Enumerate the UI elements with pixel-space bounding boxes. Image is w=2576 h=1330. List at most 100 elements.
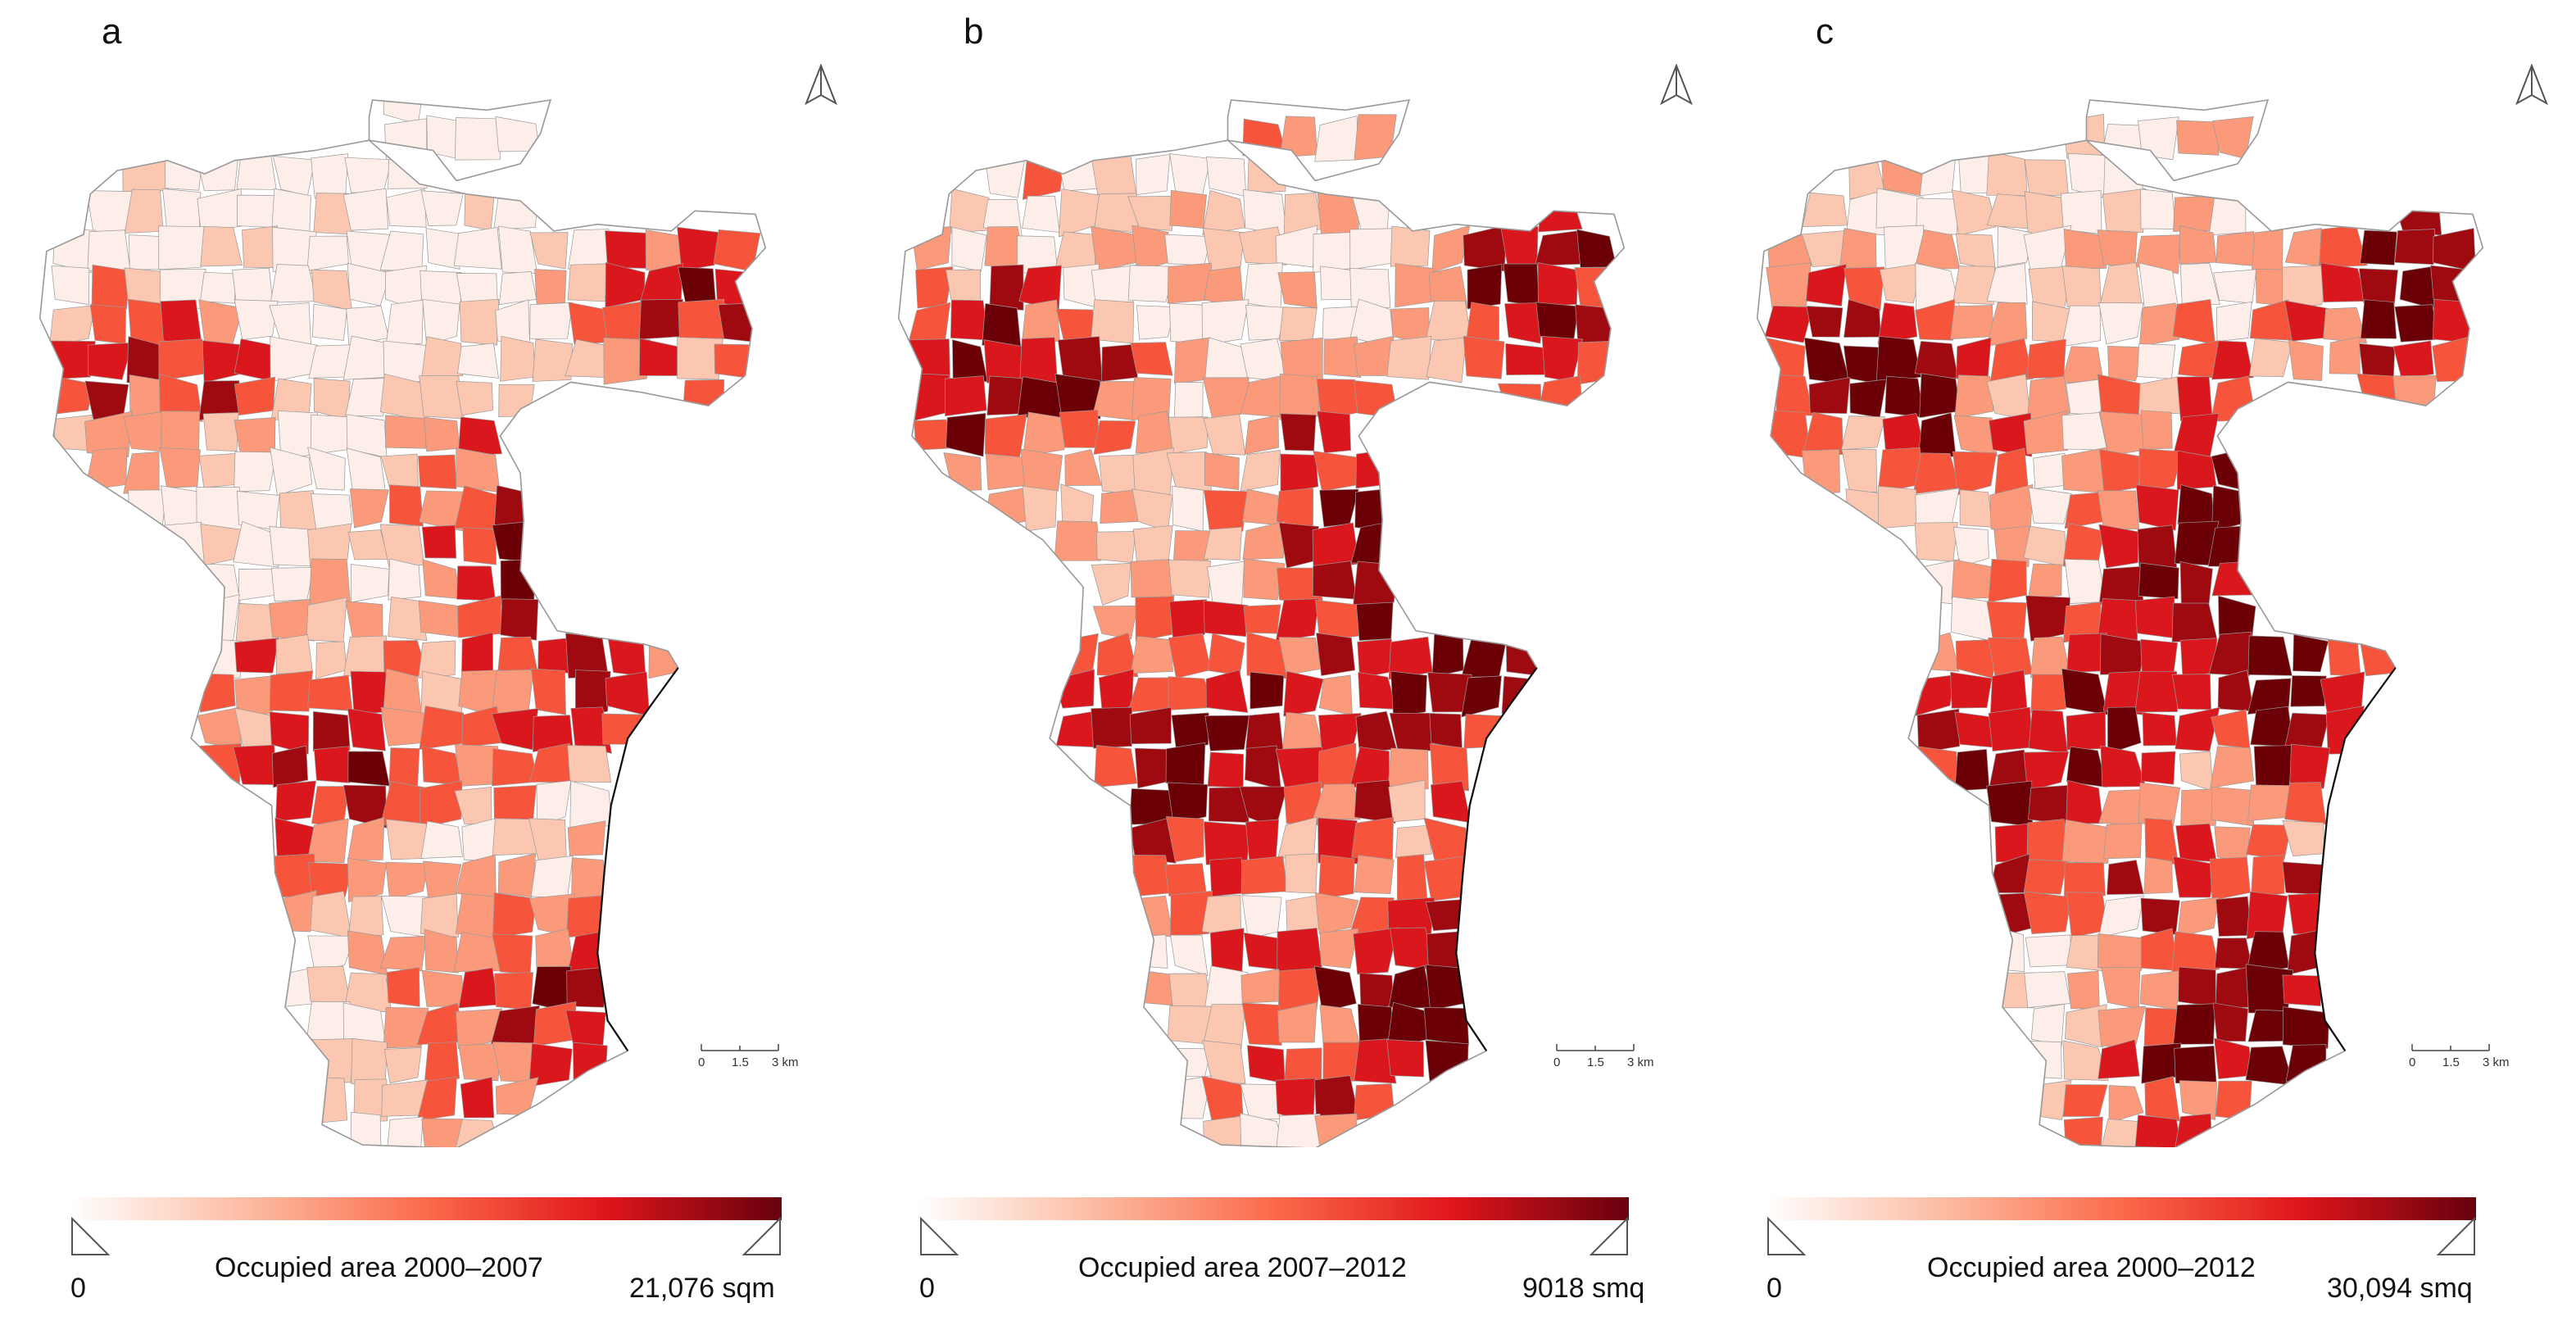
- municipality-area: [1240, 1113, 1288, 1147]
- municipality-area: [123, 411, 166, 452]
- municipality-area: [2284, 228, 2322, 266]
- municipality-area: [310, 891, 352, 938]
- municipality-area: [306, 818, 349, 864]
- municipality-area: [342, 188, 389, 231]
- municipality-area: [2293, 633, 2329, 673]
- municipality-area: [2248, 338, 2293, 377]
- municipality-area: [1955, 234, 1996, 270]
- municipality-area: [1135, 596, 1175, 642]
- municipality-area: [347, 816, 385, 860]
- municipality-area: [2282, 861, 2331, 896]
- legend-min-label: 0: [1766, 1273, 1782, 1304]
- municipality-area: [2171, 602, 2218, 642]
- municipality-area: [1064, 449, 1102, 486]
- legend-color-ramp: [70, 1197, 782, 1220]
- municipality-area: [537, 637, 572, 674]
- municipality-area: [678, 298, 725, 347]
- municipality-area: [424, 928, 459, 974]
- municipality-area: [1204, 452, 1240, 491]
- municipality-area: [2250, 855, 2285, 899]
- municipality-area: [349, 488, 389, 529]
- municipality-area: [1805, 264, 1847, 306]
- municipality-area: [2023, 411, 2069, 455]
- municipality-area: [2246, 824, 2293, 860]
- municipality-area: [2178, 340, 2219, 379]
- municipality-area: [1245, 712, 1284, 753]
- municipality-area: [2213, 269, 2257, 304]
- municipality-area: [1243, 558, 1286, 601]
- municipality-area: [312, 303, 347, 341]
- municipality-area: [952, 339, 988, 383]
- municipality-area: [1576, 340, 1618, 385]
- municipality-area: [424, 1042, 460, 1086]
- municipality-area: [1350, 521, 1389, 565]
- municipality-area: [269, 598, 315, 642]
- municipality-area: [1986, 780, 2034, 827]
- municipality-area: [1500, 226, 1539, 269]
- north-arrow-icon: [2515, 64, 2548, 106]
- scale-tick-2: 3 km: [2483, 1055, 2510, 1069]
- municipality-area: [605, 230, 651, 270]
- municipality-area: [2140, 897, 2180, 935]
- municipality-area: [2211, 561, 2254, 597]
- municipality-area: [1314, 116, 1359, 162]
- municipality-area: [307, 935, 356, 974]
- municipality-area: [1914, 522, 1958, 562]
- municipality-area: [2061, 266, 2102, 310]
- municipality-area: [2098, 302, 2144, 345]
- municipality-area: [424, 416, 460, 452]
- municipality-area: [1206, 157, 1247, 197]
- municipality-area: [500, 598, 539, 641]
- municipality-area: [1240, 969, 1281, 1004]
- municipality-area: [1953, 415, 1998, 457]
- municipality-area: [1168, 416, 1209, 454]
- municipality-area: [567, 820, 606, 856]
- municipality-area: [2215, 301, 2252, 342]
- municipality-area: [1247, 151, 1287, 194]
- municipality-area: [418, 600, 463, 638]
- legend-max-triangle-icon: [2437, 1217, 2475, 1255]
- municipality-area: [315, 641, 347, 679]
- legend-min-triangle-icon: [920, 1217, 959, 1255]
- municipality-area: [202, 594, 240, 642]
- municipality-area: [1167, 782, 1209, 824]
- municipality-area: [1430, 743, 1470, 792]
- municipality-area: [385, 819, 428, 860]
- municipality-area: [2062, 1084, 2108, 1117]
- municipality-area: [275, 634, 314, 674]
- municipality-area: [566, 966, 606, 1008]
- municipality-area: [1022, 485, 1058, 532]
- municipality-area: [1242, 118, 1286, 157]
- municipality-area: [2215, 896, 2252, 937]
- municipality-area: [421, 746, 462, 786]
- municipality-area: [275, 780, 317, 822]
- municipality-area: [458, 1042, 501, 1082]
- municipality-area: [2209, 856, 2251, 901]
- municipality-area: [2282, 265, 2330, 310]
- legend-max-label: 21,076 sqm: [629, 1273, 775, 1304]
- municipality-area: [347, 708, 386, 751]
- municipality-area: [1204, 821, 1250, 865]
- municipality-area: [2282, 974, 2322, 1007]
- municipality-area: [197, 188, 243, 233]
- municipality-area: [1278, 637, 1322, 676]
- municipality-area: [1954, 748, 1990, 792]
- municipality-area: [498, 384, 535, 418]
- map-group: [1764, 114, 2478, 1147]
- municipality-area: [1280, 453, 1319, 494]
- legend-color-ramp: [919, 1197, 1629, 1220]
- municipality-area: [164, 521, 208, 569]
- municipality-area: [2178, 966, 2216, 1007]
- municipality-area: [307, 862, 353, 900]
- municipality-area: [270, 447, 313, 497]
- municipality-area: [569, 780, 613, 828]
- municipality-area: [2289, 743, 2331, 789]
- municipality-area: [1056, 152, 1099, 192]
- municipality-area: [457, 343, 499, 379]
- municipality-area: [2171, 931, 2220, 976]
- choropleth-map: [1756, 98, 2484, 1147]
- municipality-area: [2023, 751, 2070, 792]
- municipality-area: [529, 232, 569, 270]
- municipality-area: [2138, 376, 2182, 415]
- scale-bar-line: [2411, 1044, 2490, 1051]
